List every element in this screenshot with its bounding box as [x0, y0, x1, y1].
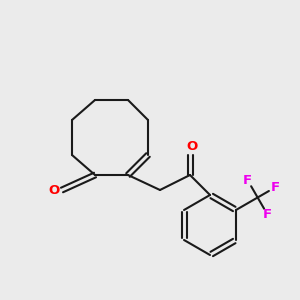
Text: O: O	[48, 184, 60, 197]
Text: F: F	[243, 174, 252, 187]
Text: O: O	[186, 140, 198, 152]
Text: F: F	[263, 208, 272, 221]
Text: F: F	[270, 181, 280, 194]
